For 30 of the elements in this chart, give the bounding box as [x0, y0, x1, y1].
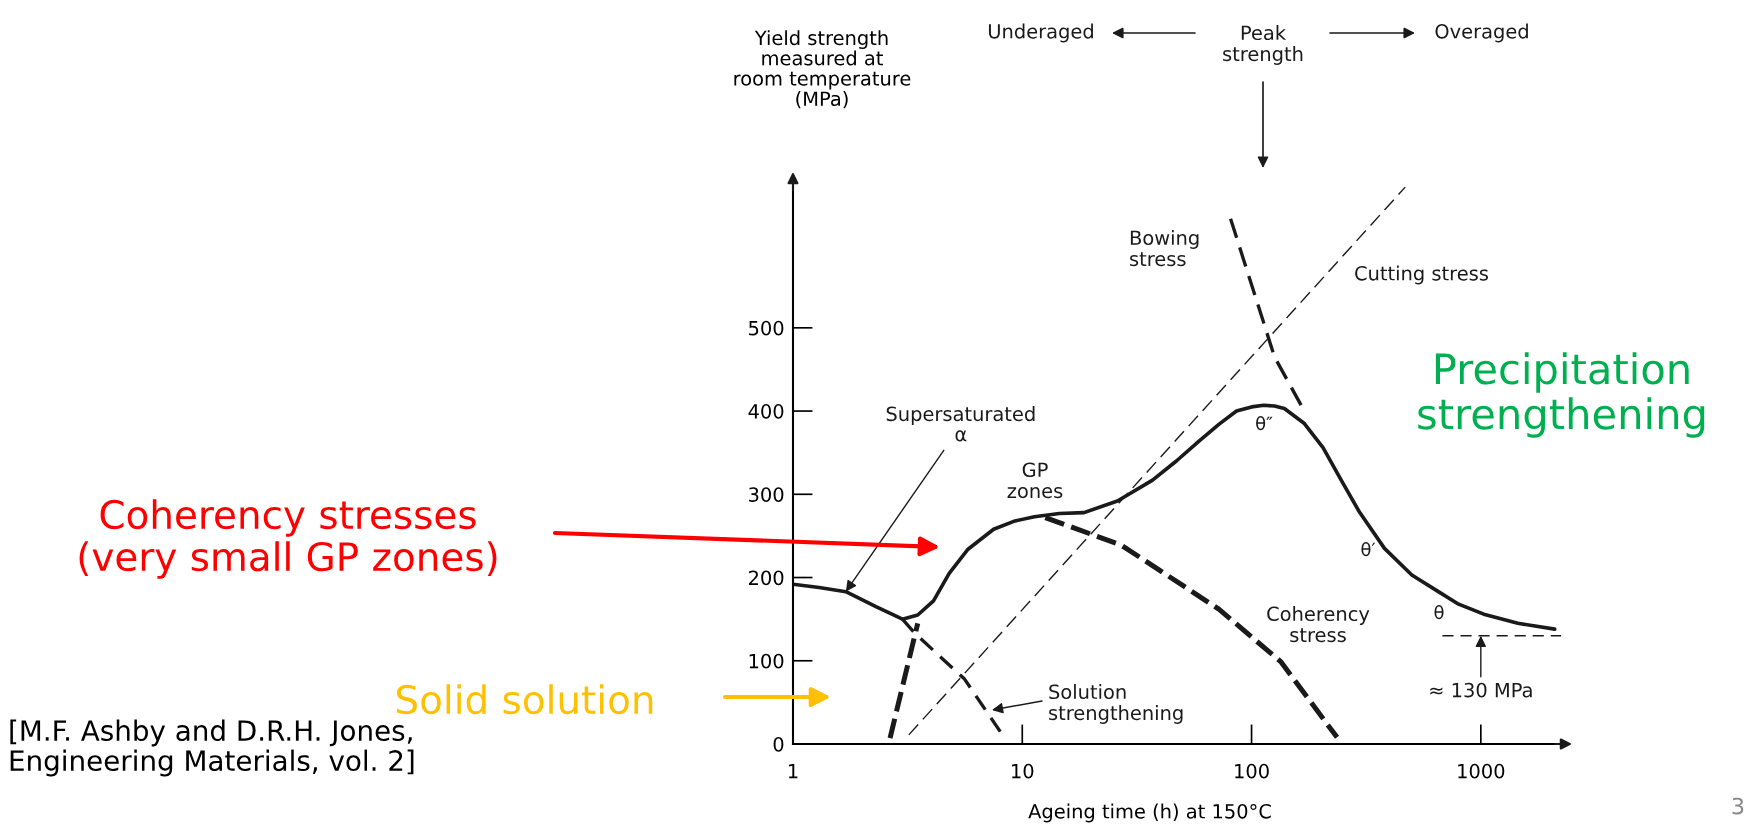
y-tick-label: 400 — [748, 404, 784, 419]
x-tick-label: 10 — [1012, 763, 1034, 779]
y-tick-label: 300 — [749, 487, 784, 502]
y-tick-label: 500 — [749, 320, 784, 336]
text: Peak strength — [1223, 25, 1303, 65]
x-axis-title: Ageing time (h) at 150°C — [1028, 803, 1271, 823]
annotation: θ″ — [1256, 416, 1273, 431]
text: [M.F. Ashby and D.R.H. Jones, Engineering Materials, vol. 2] — [10, 719, 414, 777]
text: Solid solution — [397, 684, 653, 715]
annotation: Supersaturated α — [886, 406, 1035, 442]
annotation: Precipitation strengthening — [1418, 352, 1705, 438]
annotation: Bowing stress — [1130, 230, 1199, 267]
annotation: Solution strengthening — [1049, 684, 1183, 724]
text: 3 — [1732, 797, 1744, 815]
annotation: ≈ 130 MPa — [1430, 682, 1532, 698]
x-tick-label: 100 — [1235, 763, 1269, 779]
annotation: GP zones — [1007, 462, 1063, 499]
x-tick-label: 1000 — [1458, 763, 1505, 779]
annotation: Coherency stress — [1267, 606, 1370, 643]
y-tick-label: 0 — [773, 736, 784, 752]
y-tick-label: 100 — [749, 653, 784, 669]
text: Underaged — [988, 23, 1093, 43]
y-axis-title: Yield strength measured at room temperature (MPa) — [734, 30, 911, 109]
text: Overaged — [1435, 23, 1528, 43]
annotation: θ — [1434, 605, 1444, 620]
x-tick-label: 1 — [788, 764, 798, 779]
annotation: θ′ — [1361, 542, 1376, 557]
y-tick-label: 200 — [748, 570, 784, 586]
text: Coherency stresses (very small GP zones) — [79, 499, 497, 579]
annotation: Cutting stress — [1355, 265, 1488, 285]
